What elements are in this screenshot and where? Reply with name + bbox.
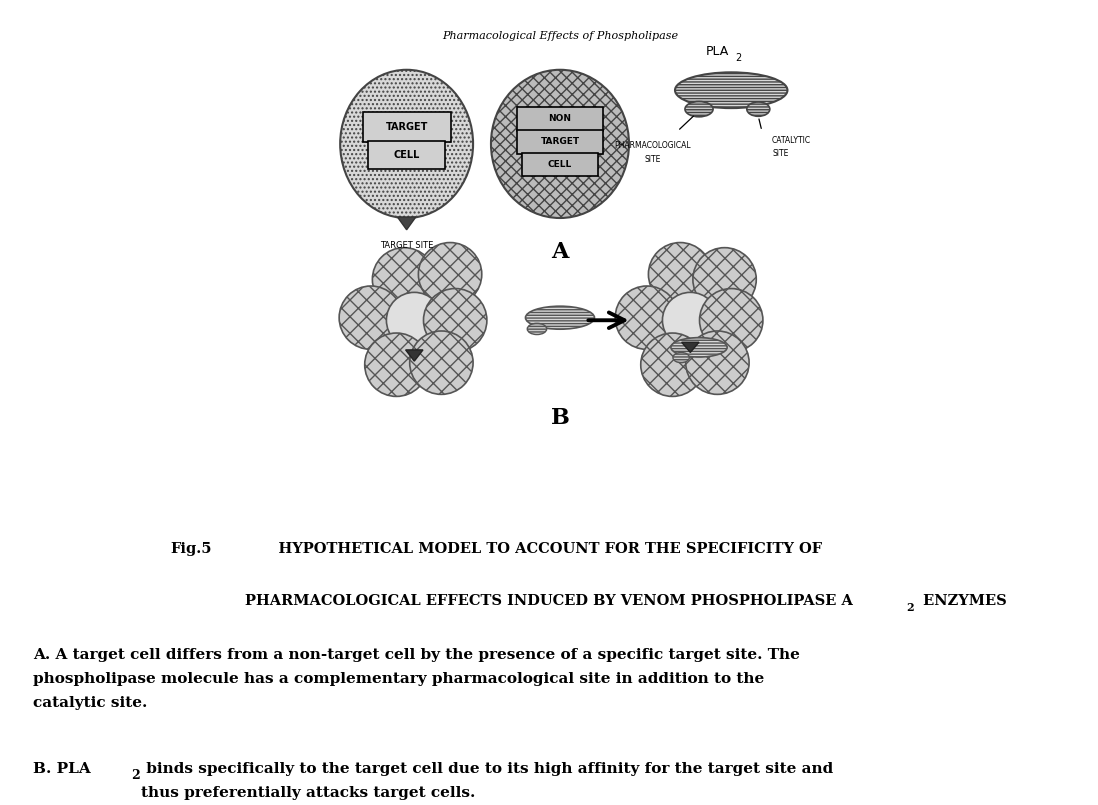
FancyBboxPatch shape [368, 141, 446, 169]
Ellipse shape [671, 337, 727, 357]
FancyBboxPatch shape [362, 112, 450, 142]
FancyBboxPatch shape [516, 130, 604, 154]
Ellipse shape [675, 72, 787, 108]
Text: TARGET: TARGET [385, 122, 428, 132]
Text: CELL: CELL [393, 150, 419, 160]
Ellipse shape [339, 286, 403, 349]
Text: CATALYTIC: CATALYTIC [772, 136, 811, 145]
FancyBboxPatch shape [522, 153, 598, 176]
Text: binds specifically to the target cell due to its high affinity for the target si: binds specifically to the target cell du… [141, 762, 832, 800]
Ellipse shape [693, 248, 757, 311]
Ellipse shape [410, 331, 473, 394]
Text: PLA: PLA [706, 45, 729, 59]
Text: Pharmacological Effects of Phospholipase: Pharmacological Effects of Phospholipase [441, 31, 679, 41]
Ellipse shape [418, 242, 482, 306]
Text: B: B [550, 407, 570, 429]
Ellipse shape [340, 70, 473, 218]
Text: Fig.5: Fig.5 [170, 542, 212, 556]
Ellipse shape [386, 292, 442, 348]
Polygon shape [397, 217, 416, 229]
Ellipse shape [424, 288, 486, 352]
Ellipse shape [699, 288, 763, 352]
Ellipse shape [649, 242, 712, 306]
Polygon shape [405, 350, 423, 361]
Text: HYPOTHETICAL MODEL TO ACCOUNT FOR THE SPECIFICITY OF: HYPOTHETICAL MODEL TO ACCOUNT FOR THE SP… [258, 542, 822, 556]
Ellipse shape [527, 324, 547, 335]
Text: A: A [551, 241, 569, 263]
Polygon shape [682, 342, 699, 353]
Ellipse shape [372, 248, 436, 311]
Text: NON: NON [549, 114, 571, 123]
Text: TARGET SITE: TARGET SITE [380, 241, 434, 250]
Text: B. PLA: B. PLA [33, 762, 91, 776]
Ellipse shape [673, 353, 690, 363]
Ellipse shape [365, 333, 428, 396]
Text: 2: 2 [131, 770, 139, 782]
Text: SITE: SITE [645, 155, 661, 164]
Ellipse shape [491, 70, 629, 218]
Text: TARGET: TARGET [540, 138, 580, 147]
Text: A. A target cell differs from a non-target cell by the presence of a specific ta: A. A target cell differs from a non-targ… [33, 648, 799, 710]
Text: 2: 2 [907, 602, 914, 613]
Text: PHARMACOLOGICAL: PHARMACOLOGICAL [615, 142, 692, 151]
Ellipse shape [685, 101, 713, 117]
Text: PHARMACOLOGICAL EFFECTS INDUCED BY VENOM PHOSPHOLIPASE A: PHARMACOLOGICAL EFFECTS INDUCED BY VENOM… [245, 593, 853, 608]
Text: ENZYMES: ENZYMES [918, 593, 1007, 608]
Ellipse shape [615, 286, 679, 349]
Text: 2: 2 [736, 53, 741, 63]
Ellipse shape [686, 331, 749, 394]
Ellipse shape [747, 102, 770, 116]
Ellipse shape [641, 333, 704, 396]
FancyBboxPatch shape [516, 106, 604, 131]
Ellipse shape [662, 292, 718, 348]
Text: CELL: CELL [548, 160, 572, 169]
Ellipse shape [526, 306, 594, 329]
Text: SITE: SITE [772, 149, 788, 158]
